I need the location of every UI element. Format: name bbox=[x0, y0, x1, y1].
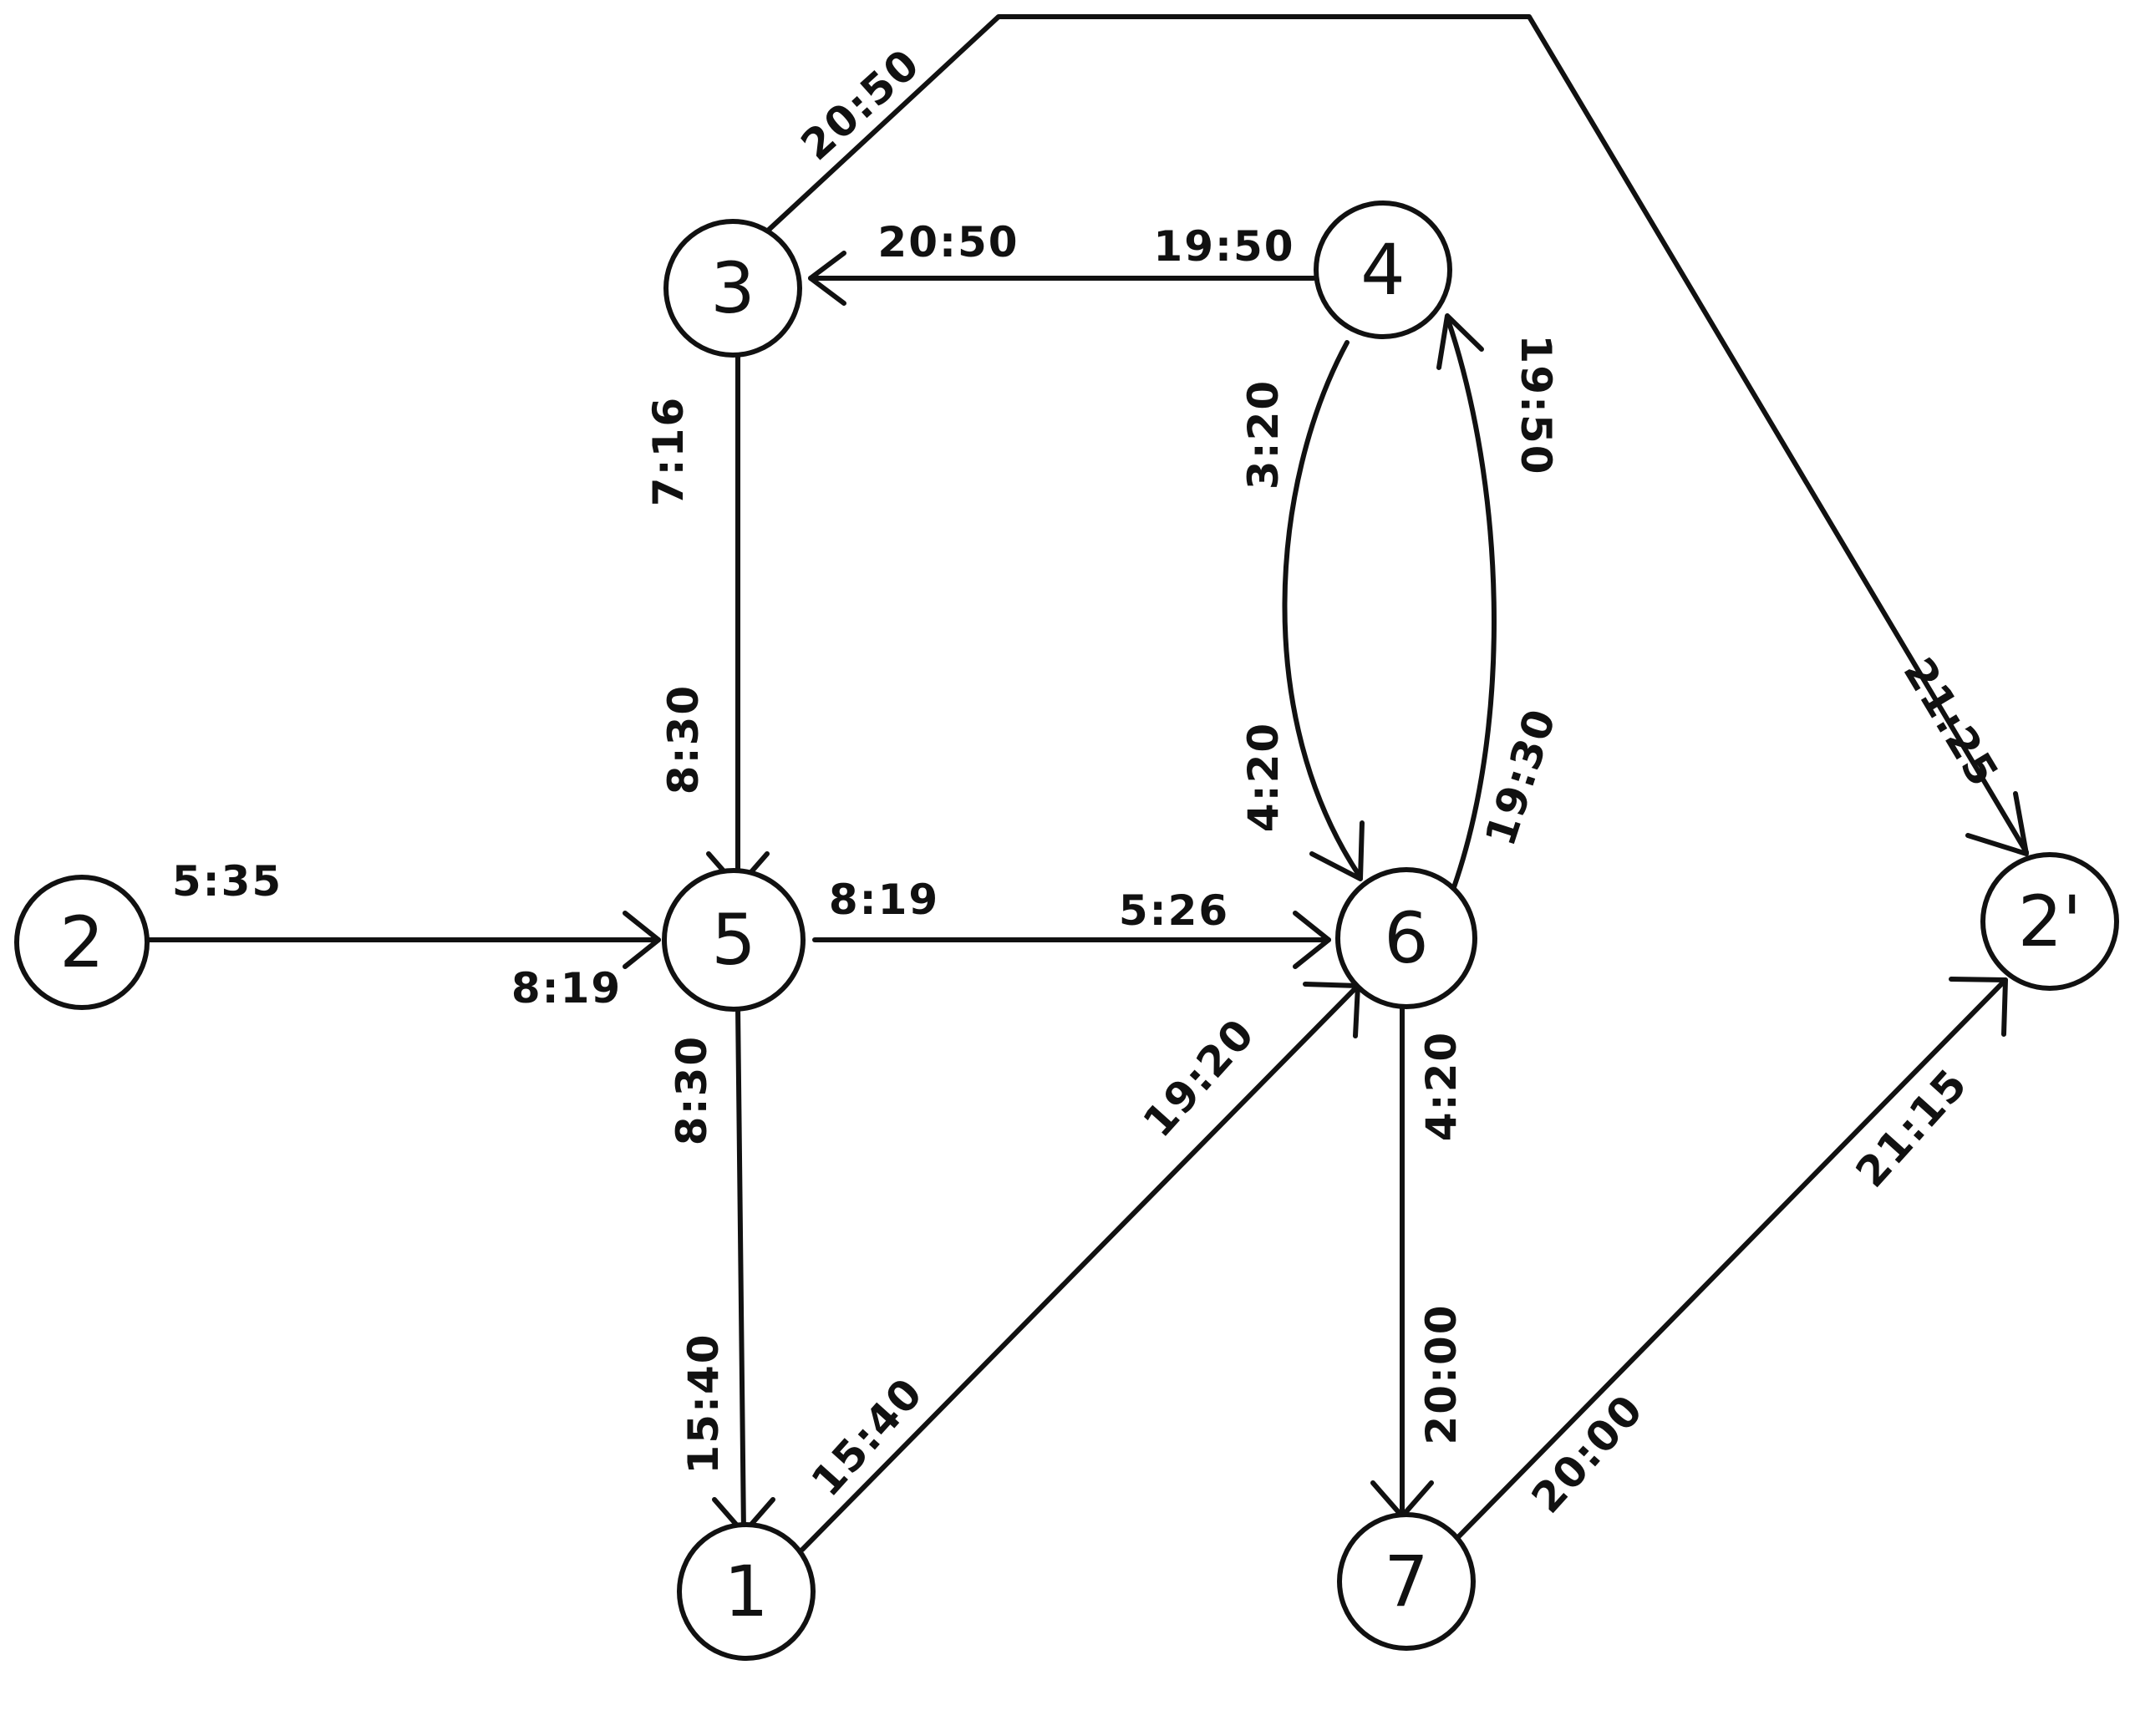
node-4-label: 4 bbox=[1360, 229, 1405, 311]
node-2prime: 2' bbox=[1980, 852, 2119, 991]
node-1-circle bbox=[677, 1522, 816, 1661]
arrowhead-at-6-from-4 bbox=[1309, 820, 1365, 881]
node-2prime-circle bbox=[1980, 852, 2119, 991]
node-7: 7 bbox=[1337, 1512, 1476, 1651]
label-edge-7-2prime-end: 21:15 bbox=[1847, 1059, 1977, 1197]
label-edge-5-6-end: 5:26 bbox=[1119, 886, 1229, 935]
label-edge-5-1-end: 15:40 bbox=[679, 1332, 728, 1474]
label-edge-4-6-start: 3:20 bbox=[1239, 379, 1288, 490]
node-6-circle bbox=[1335, 867, 1477, 1009]
edge-7-to-2prime bbox=[1451, 977, 2008, 1544]
label-edge-4-6-end: 4:20 bbox=[1239, 722, 1288, 832]
label-edge-3-2prime-start: 20:50 bbox=[792, 39, 930, 170]
edge-labels: 20:50 21:25 19:50 20:50 7:16 8:30 3:20 4… bbox=[172, 39, 2009, 1522]
label-edge-6-7-start: 4:20 bbox=[1417, 1031, 1466, 1141]
node-3-circle bbox=[663, 219, 802, 358]
label-edge-1-6-end: 19:20 bbox=[1134, 1009, 1264, 1147]
edge-4-to-6 bbox=[1282, 340, 1363, 880]
label-edge-2-5-start: 5:35 bbox=[172, 857, 282, 906]
label-edge-5-1-start: 8:30 bbox=[668, 1035, 716, 1145]
label-edge-4-3-end: 20:50 bbox=[877, 218, 1019, 266]
edge-6-to-4 bbox=[1445, 315, 1497, 890]
arrowhead-at-4-from-6 bbox=[1436, 313, 1484, 370]
nodes: 3 4 2 5 6 2' 1 7 bbox=[14, 201, 2119, 1661]
node-2-label: 2 bbox=[59, 901, 104, 983]
node-2prime-label: 2' bbox=[2018, 881, 2082, 962]
arrowhead-at-3-from-4 bbox=[808, 251, 846, 306]
label-edge-6-7-end: 20:00 bbox=[1417, 1303, 1466, 1444]
node-5: 5 bbox=[662, 868, 806, 1012]
node-1-label: 1 bbox=[724, 1551, 768, 1632]
label-edge-4-3-start: 19:50 bbox=[1153, 222, 1294, 271]
node-5-circle bbox=[662, 868, 806, 1012]
arrowhead-at-2prime-from-3 bbox=[1965, 791, 2029, 856]
arrowhead-at-5-from-2 bbox=[623, 911, 661, 969]
node-2: 2 bbox=[14, 875, 150, 1010]
node-7-label: 7 bbox=[1384, 1541, 1428, 1622]
node-7-circle bbox=[1337, 1512, 1476, 1651]
node-4: 4 bbox=[1314, 201, 1452, 339]
node-6: 6 bbox=[1335, 867, 1477, 1009]
edge-5-to-1 bbox=[735, 1004, 746, 1535]
label-edge-6-4-end: 19:50 bbox=[1512, 334, 1560, 475]
node-3: 3 bbox=[663, 219, 802, 358]
edge-1-to-6 bbox=[800, 983, 1360, 1552]
label-edge-3-5-start: 7:16 bbox=[644, 396, 693, 506]
arrowhead-at-6-from-5 bbox=[1293, 911, 1331, 969]
edges bbox=[146, 14, 2029, 1552]
label-edge-3-2prime-end: 21:25 bbox=[1894, 650, 2009, 796]
node-3-label: 3 bbox=[710, 247, 755, 329]
node-1: 1 bbox=[677, 1522, 816, 1661]
node-4-circle bbox=[1314, 201, 1452, 339]
label-edge-5-6-start: 8:19 bbox=[829, 876, 939, 924]
node-2-circle bbox=[14, 875, 150, 1010]
node-6-label: 6 bbox=[1384, 897, 1428, 979]
node-5-label: 5 bbox=[711, 899, 755, 981]
edge-3-to-2prime bbox=[766, 14, 2029, 855]
label-edge-3-5-end: 8:30 bbox=[659, 684, 708, 794]
arrowhead-at-2prime-from-7 bbox=[1949, 977, 2008, 1037]
label-edge-2-5-end: 8:19 bbox=[511, 964, 622, 1013]
